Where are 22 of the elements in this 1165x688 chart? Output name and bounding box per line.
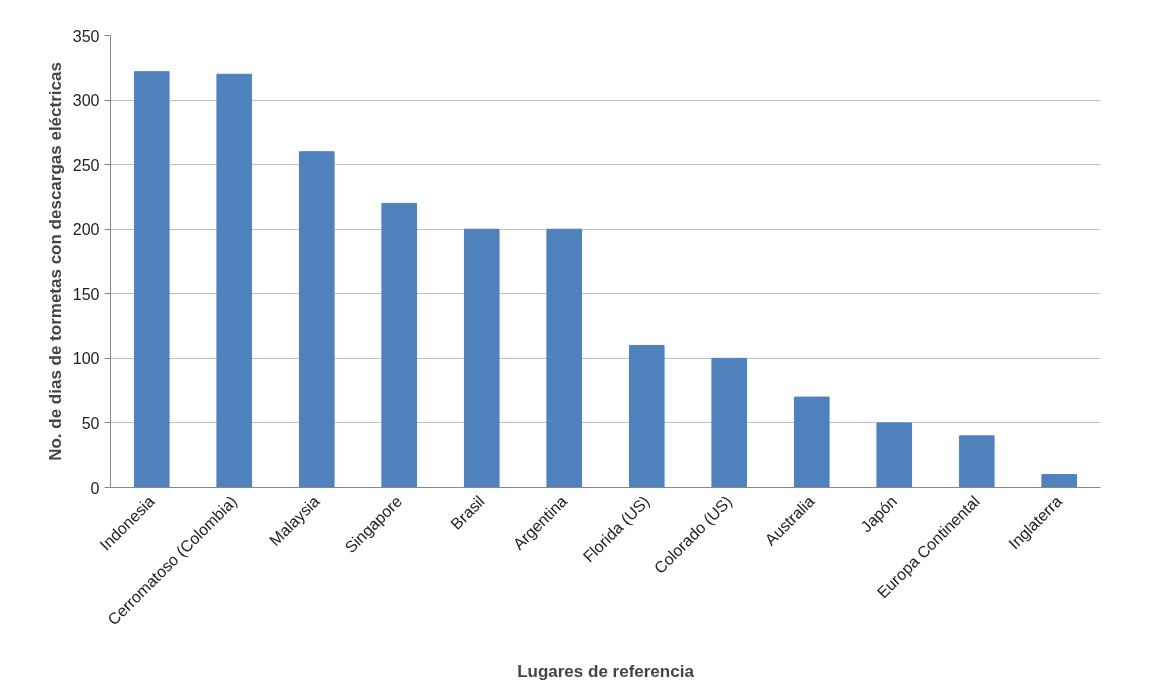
x-axis-title: Lugares de referencia [517, 662, 695, 682]
bar [463, 228, 500, 488]
bar [546, 228, 583, 488]
bar [216, 73, 253, 488]
y-tick-label: 300 [72, 92, 100, 110]
y-tick-label: 200 [72, 221, 100, 239]
bar [793, 396, 830, 488]
bar [381, 202, 418, 488]
bar [1041, 474, 1078, 488]
y-tick-label: 0 [90, 479, 100, 497]
y-tick-label: 250 [72, 156, 100, 174]
y-tick-label: 50 [81, 414, 100, 432]
y-tick-label: 150 [72, 285, 100, 303]
y-tick-label: 350 [72, 27, 100, 45]
y-axis-title: No. de dias de tormetas con descargas eléctricas [45, 62, 65, 461]
y-tick-label: 100 [72, 350, 100, 368]
bar [133, 71, 170, 488]
bar [628, 344, 665, 488]
bar [958, 435, 995, 488]
bar [876, 422, 913, 488]
bar [298, 151, 335, 488]
bar [711, 357, 748, 488]
